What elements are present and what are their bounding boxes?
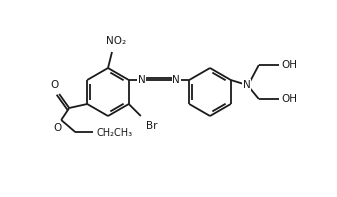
Text: OH: OH bbox=[282, 94, 298, 104]
Text: O: O bbox=[53, 123, 61, 133]
Text: O: O bbox=[50, 80, 58, 90]
Text: Br: Br bbox=[146, 121, 157, 131]
Text: N: N bbox=[172, 75, 180, 85]
Text: CH₂CH₃: CH₂CH₃ bbox=[96, 128, 132, 138]
Text: N: N bbox=[243, 80, 251, 90]
Text: NO₂: NO₂ bbox=[106, 36, 126, 46]
Text: N: N bbox=[138, 75, 146, 85]
Text: OH: OH bbox=[282, 60, 298, 70]
